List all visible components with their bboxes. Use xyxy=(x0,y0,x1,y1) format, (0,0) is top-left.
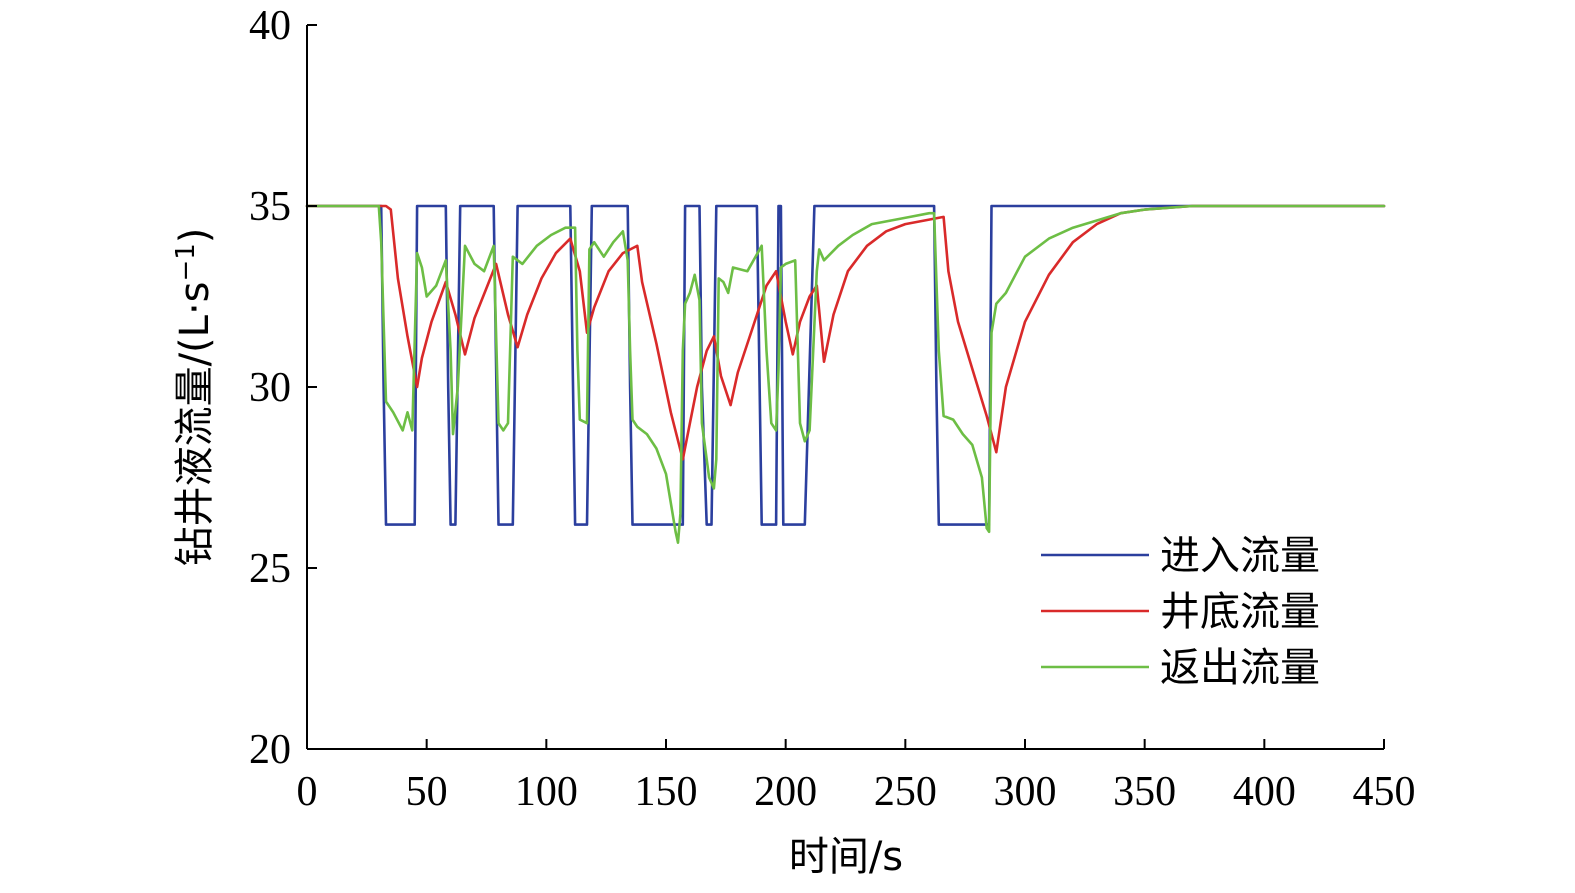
series-line-3 xyxy=(305,204,1386,545)
y-tick-label: 35 xyxy=(249,184,291,230)
x-axis-ticks: 0 50 100 150 200 250 300 350 400 450 xyxy=(297,739,1416,815)
y-tick-label: 25 xyxy=(249,546,291,592)
y-tick-label: 40 xyxy=(249,3,291,49)
x-tick-label: 350 xyxy=(1113,769,1176,815)
series-line-2 xyxy=(305,204,1386,461)
x-tick-label: 50 xyxy=(406,769,448,815)
y-axis-ticks: 20 25 30 35 40 xyxy=(249,3,317,773)
x-tick-label: 150 xyxy=(635,769,698,815)
legend-label-1: 进入流量 xyxy=(1160,533,1320,579)
series-layer xyxy=(305,204,1386,545)
y-tick-label: 30 xyxy=(249,365,291,411)
x-tick-label: 250 xyxy=(874,769,937,815)
legend-label-3: 返出流量 xyxy=(1160,645,1320,691)
y-tick-label: 20 xyxy=(249,727,291,773)
y-axis-title: 钻井液流量/(L·s−1) xyxy=(171,228,218,567)
legend-label-2: 井底流量 xyxy=(1160,589,1320,635)
x-tick-label: 200 xyxy=(754,769,817,815)
y-axis-title-end: ) xyxy=(172,228,218,244)
x-tick-label: 0 xyxy=(297,769,318,815)
series-line-1 xyxy=(305,204,1386,526)
y-axis-title-superscript: −1 xyxy=(171,243,201,281)
x-tick-label: 300 xyxy=(994,769,1057,815)
y-axis-title-main: 钻井液流量/(L·s xyxy=(172,282,218,567)
x-axis-title: 时间/s xyxy=(789,834,903,880)
x-tick-label: 100 xyxy=(515,769,578,815)
x-tick-label: 450 xyxy=(1353,769,1416,815)
x-tick-label: 400 xyxy=(1233,769,1296,815)
plot-area xyxy=(305,25,1386,750)
